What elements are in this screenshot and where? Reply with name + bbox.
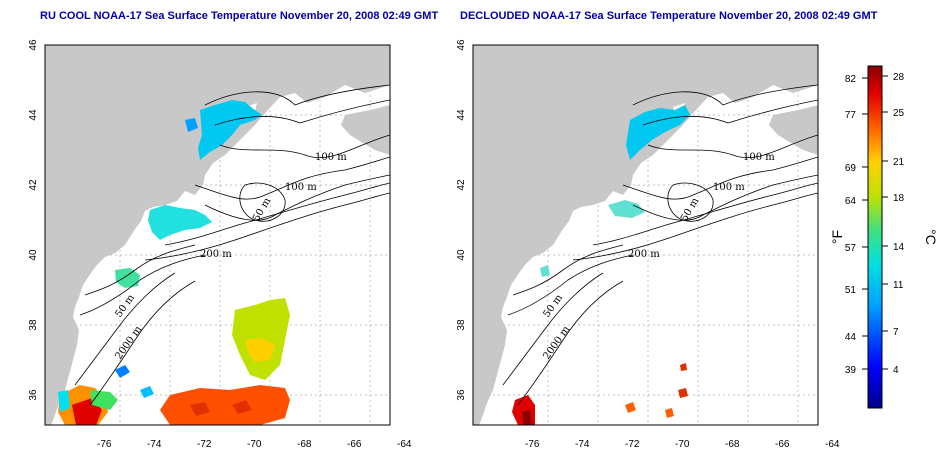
right-x-tick-72: -72 <box>625 439 640 450</box>
right-x-axis: -76 -74 -72 -70 -68 -66 -64 <box>525 439 840 450</box>
celsius-unit-label: °C <box>923 229 939 245</box>
contour-label-100m-b-right: 100 m <box>713 182 745 193</box>
right-y-axis: 46 44 42 40 38 36 <box>456 39 467 401</box>
right-map-title: DECLOUDED NOAA-17 Sea Surface Temperatur… <box>460 10 878 22</box>
fahrenheit-unit-label: °F <box>829 230 845 244</box>
f-tick-82: 82 <box>845 74 857 85</box>
right-y-tick-46: 46 <box>456 39 467 51</box>
f-tick-77: 77 <box>845 110 857 121</box>
c-tick-7: 7 <box>893 327 899 338</box>
right-y-tick-38: 38 <box>456 319 467 331</box>
c-tick-18: 18 <box>893 193 905 204</box>
colorbar-celsius-ticks: 28 25 21 18 14 11 7 4 <box>882 72 905 376</box>
right-x-tick-70: -70 <box>675 439 690 450</box>
right-x-tick-64: -64 <box>825 439 840 450</box>
left-y-tick-40: 40 <box>28 249 39 261</box>
left-y-axis: 46 44 42 40 38 36 <box>28 39 39 401</box>
f-tick-39: 39 <box>845 365 857 376</box>
c-tick-21: 21 <box>893 157 905 168</box>
left-x-axis: -76 -74 -72 -70 -68 -66 -64 <box>97 439 412 450</box>
left-x-tick-72: -72 <box>197 439 212 450</box>
f-tick-44: 44 <box>845 332 857 343</box>
right-y-tick-40: 40 <box>456 249 467 261</box>
contour-label-200m-right: 200 m <box>628 249 660 260</box>
right-map-frame <box>472 44 819 426</box>
f-tick-57: 57 <box>845 243 857 254</box>
left-map-panel: 100 m 100 m 50 m 200 m 50 m 2000 m -76 -… <box>28 39 412 450</box>
left-x-tick-70: -70 <box>247 439 262 450</box>
c-tick-4: 4 <box>893 365 899 376</box>
c-tick-11: 11 <box>893 280 904 291</box>
right-y-tick-42: 42 <box>456 179 467 191</box>
contour-label-100m-a-right: 100 m <box>743 152 775 163</box>
left-y-tick-36: 36 <box>28 389 39 401</box>
left-y-tick-42: 42 <box>28 179 39 191</box>
left-x-tick-68: -68 <box>297 439 312 450</box>
c-tick-14: 14 <box>893 242 905 253</box>
left-y-tick-38: 38 <box>28 319 39 331</box>
f-tick-64: 64 <box>845 196 857 207</box>
f-tick-69: 69 <box>845 163 857 174</box>
right-sst-pixels <box>512 105 690 425</box>
left-x-tick-76: -76 <box>97 439 112 450</box>
c-tick-25: 25 <box>893 108 905 119</box>
left-y-tick-44: 44 <box>28 109 39 121</box>
right-x-tick-66: -66 <box>775 439 790 450</box>
contour-label-200m: 200 m <box>200 249 232 260</box>
right-map-panel: 100 m 100 m 50 m 200 m 50 m 2000 m -76 -… <box>456 39 840 450</box>
left-sst-pixels <box>58 100 290 425</box>
contour-label-100m-b: 100 m <box>285 182 317 193</box>
c-tick-28: 28 <box>893 72 905 83</box>
left-map-title: RU COOL NOAA-17 Sea Surface Temperature … <box>40 10 439 22</box>
left-y-tick-46: 46 <box>28 39 39 51</box>
left-x-tick-74: -74 <box>147 439 162 450</box>
left-map-frame <box>44 44 391 426</box>
contour-label-100m-a: 100 m <box>315 152 347 163</box>
right-x-tick-76: -76 <box>525 439 540 450</box>
right-x-tick-68: -68 <box>725 439 740 450</box>
left-x-tick-64: -64 <box>397 439 412 450</box>
colorbar-gradient <box>867 65 883 409</box>
f-tick-51: 51 <box>845 285 857 296</box>
right-y-tick-36: 36 <box>456 389 467 401</box>
colorbar-fahrenheit-ticks: 82 77 69 64 57 51 44 39 <box>845 74 868 376</box>
colorbar: 82 77 69 64 57 51 44 39 28 25 21 18 14 1… <box>829 65 939 409</box>
right-y-tick-44: 44 <box>456 109 467 121</box>
right-x-tick-74: -74 <box>575 439 590 450</box>
left-x-tick-66: -66 <box>347 439 362 450</box>
